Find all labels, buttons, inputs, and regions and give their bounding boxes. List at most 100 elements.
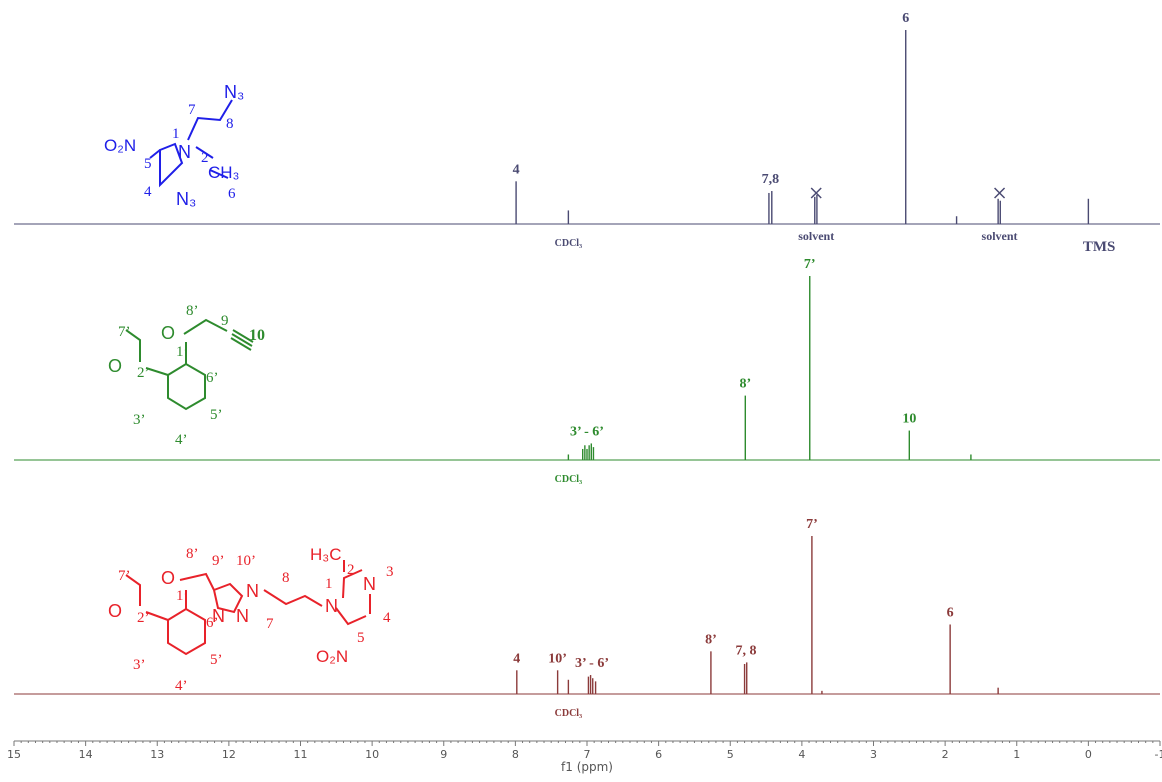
excluded-peak-mark (810, 187, 822, 199)
x-tick-label: 0 (1085, 748, 1092, 761)
top-n3-label: N₃ (176, 189, 196, 209)
peak-label: 10’ (548, 651, 567, 666)
spectra-layer: 4 7,8 6 solvent solvent TMS CDCl₃ 3’ - 6’ 8’ 7’ 10… (14, 11, 1160, 719)
bot-im-n3: N (363, 574, 376, 594)
solvent-label: solvent (798, 229, 834, 243)
x-axis: 15 14 13 12 11 10 9 8 7 6 5 4 3 2 1 0 -1f1 (ppm) (7, 740, 1162, 774)
peak-label: 3’ - 6’ (570, 424, 604, 439)
x-tick-label: -1 (1155, 748, 1162, 761)
top-n1-label: N (178, 142, 191, 162)
x-tick-label: 8 (512, 748, 519, 761)
top-pos8: 8 (226, 116, 234, 132)
solvent-label: solvent (982, 229, 1018, 243)
excluded-peak-mark (994, 187, 1006, 199)
bot-3p: 3’ (133, 657, 146, 673)
bot-6p: 6’ (206, 615, 219, 631)
mid-o-ether: O (161, 323, 175, 343)
bot-4p: 4’ (175, 678, 188, 694)
top-pos5: 5 (144, 156, 152, 172)
top-pos7: 7 (188, 102, 196, 118)
bot-pos4: 4 (383, 610, 391, 626)
spectrum-3: 4 10’ 3’ - 6’ 8’ 7, 8 7’ 6 CDCl₃ (14, 517, 1160, 719)
x-tick-label: 5 (727, 748, 734, 761)
mid-6p: 6’ (206, 370, 219, 386)
peak-label: 4 (513, 651, 520, 666)
bot-5p: 5’ (210, 652, 223, 668)
bot-tri-n2: N (236, 606, 249, 626)
bot-pos3: 3 (386, 564, 394, 580)
mid-1p: 1’ (176, 344, 189, 360)
top-pos6: 6 (228, 186, 236, 202)
tms-label: TMS (1083, 239, 1116, 255)
top-ch3-label: CH₃ (208, 163, 239, 182)
structure-azide-nitroimidazole (149, 99, 233, 188)
x-tick-label: 14 (79, 748, 93, 761)
mid-10: 10 (249, 327, 265, 344)
top-azide-label: N₃ (224, 82, 244, 102)
spectrum-2: 3’ - 6’ 8’ 7’ 10 CDCl₃ (14, 257, 1160, 485)
bot-o-ether: O (161, 568, 175, 588)
mid-7p: 7’ (118, 324, 131, 340)
x-tick-label: 3 (870, 748, 877, 761)
bot-no2: O₂N (316, 647, 348, 666)
bot-7p: 7’ (118, 568, 131, 584)
peak-label: 4 (513, 162, 520, 177)
x-tick-label: 4 (798, 748, 805, 761)
peak-label: 6 (947, 605, 954, 620)
bot-im-n1: N (325, 596, 338, 616)
solvent-label-cdcl3: CDCl₃ (555, 708, 582, 719)
top-pos2: 2 (201, 150, 209, 166)
solvent-label-cdcl3: CDCl₃ (555, 238, 582, 249)
bot-9p: 9’ (212, 553, 225, 569)
x-tick-label: 9 (440, 748, 447, 761)
x-tick-label: 12 (222, 748, 236, 761)
x-tick-label: 6 (655, 748, 662, 761)
bot-pos8: 8 (282, 570, 290, 586)
peak-label: 7’ (804, 257, 816, 272)
bot-pos5: 5 (357, 630, 365, 646)
mid-5p: 5’ (210, 407, 223, 423)
bot-2p: 2’ (137, 610, 150, 626)
peak-label: 8’ (739, 377, 751, 392)
bot-o-methoxy: O (108, 601, 122, 621)
x-tick-label: 10 (365, 748, 379, 761)
mid-8p: 8’ (186, 303, 199, 319)
bot-tri-n1: N (246, 581, 259, 601)
mid-9: 9 (221, 313, 229, 329)
x-axis-title: f1 (ppm) (561, 760, 613, 774)
structure-propargyl-guaiacol (125, 318, 254, 411)
top-pos4: 4 (144, 184, 152, 200)
peak-label: 8’ (705, 632, 717, 647)
bot-h3c: H₃C (310, 545, 341, 564)
peak-label: 7,8 (762, 172, 780, 187)
bot-1p: 1’ (176, 588, 189, 604)
peak-label: 10 (902, 412, 916, 427)
peak-label: 7’ (806, 517, 818, 532)
top-no2-label: O₂N (104, 136, 136, 155)
bot-tri-n3: N (212, 606, 225, 626)
mid-o-methoxy: O (108, 356, 122, 376)
top-pos1: 1 (172, 126, 180, 142)
x-tick-label: 1 (1013, 748, 1020, 761)
x-tick-label: 15 (7, 748, 21, 761)
peak-label: 3’ - 6’ (575, 656, 609, 671)
bot-pos1: 1 (325, 576, 333, 592)
bot-pos2: 2 (347, 562, 355, 578)
mid-4p: 4’ (175, 432, 188, 448)
peak-label: 6 (902, 11, 909, 26)
x-tick-label: 2 (942, 748, 949, 761)
peak-label: 7, 8 (736, 643, 757, 658)
mid-2p: 2’ (137, 365, 150, 381)
mid-3p: 3’ (133, 412, 146, 428)
spectrum-1: 4 7,8 6 solvent solvent TMS CDCl₃ (14, 11, 1160, 255)
x-tick-label: 11 (294, 748, 308, 761)
x-tick-label: 13 (150, 748, 164, 761)
bot-8p: 8’ (186, 546, 199, 562)
x-tick-label: 7 (584, 748, 591, 761)
bot-10p: 10’ (236, 553, 256, 569)
bot-pos7: 7 (266, 616, 274, 632)
structure-triazole-hybrid (125, 560, 371, 656)
solvent-label-cdcl3: CDCl₃ (555, 474, 582, 485)
